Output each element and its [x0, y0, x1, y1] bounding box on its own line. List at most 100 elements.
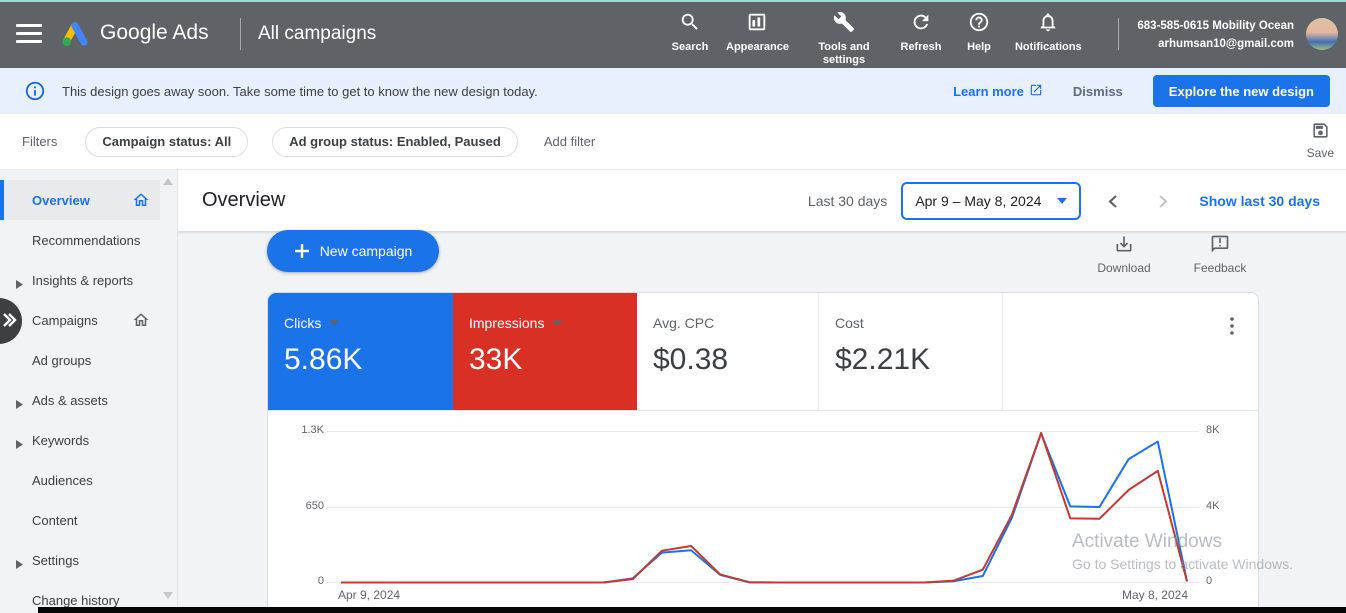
sidebar-scroll-down[interactable] [163, 592, 173, 599]
expand-nav-button[interactable] [0, 298, 22, 344]
download-button[interactable]: Download [1094, 234, 1154, 275]
feedback-icon [1210, 235, 1230, 258]
chevron-right-icon [16, 556, 23, 574]
y-axis-tick: 8K [1206, 424, 1220, 436]
download-icon [1114, 236, 1134, 258]
notifications-button[interactable]: Notifications [1015, 11, 1082, 54]
learn-more-link[interactable]: Learn more [953, 83, 1043, 100]
date-preset-label: Last 30 days [807, 193, 888, 209]
metrics-row: Clicks 5.86K Impressions 33K Avg. CPC $0… [268, 293, 1258, 411]
time-series-chart [341, 431, 1188, 584]
wrench-icon [833, 11, 855, 38]
external-link-icon [1029, 83, 1043, 100]
double-chevron-right-icon [3, 313, 17, 327]
sidebar-item-change-history[interactable]: Change history [32, 592, 120, 608]
search-icon [679, 11, 701, 38]
x-axis-tick: May 8, 2024 [1121, 588, 1188, 602]
sidebar-item-ads-assets[interactable]: Ads & assets [0, 380, 160, 420]
sidebar-item-keywords[interactable]: Keywords [0, 420, 160, 460]
info-icon [24, 80, 46, 102]
tools-settings-button[interactable]: Tools and settings [803, 11, 885, 67]
notice-banner: This design goes away soon. Take some ti… [0, 68, 1346, 114]
menu-icon[interactable] [16, 24, 42, 44]
left-nav: Overview Recommendations Insights & repo… [0, 170, 178, 613]
chevron-down-icon [1057, 198, 1068, 204]
screen-edge [0, 0, 1346, 2]
avatar[interactable] [1306, 18, 1338, 50]
more-options-icon[interactable] [1230, 317, 1234, 340]
screen-edge [38, 607, 1346, 613]
help-button[interactable]: Help [957, 11, 1001, 54]
banner-actions: Learn more Dismiss Explore the new desig… [953, 75, 1330, 107]
product-name: Google Ads [100, 21, 209, 44]
home-icon [132, 191, 150, 214]
sidebar-item-content[interactable]: Content [32, 512, 78, 528]
explore-new-design-button[interactable]: Explore the new design [1152, 75, 1330, 107]
refresh-button[interactable]: Refresh [899, 11, 943, 54]
sidebar-item-insights-reports[interactable]: Insights & reports [0, 260, 160, 300]
banner-message: This design goes away soon. Take some ti… [62, 83, 538, 99]
metric-impressions[interactable]: Impressions 33K [453, 293, 637, 410]
series-impressions [341, 431, 1188, 584]
account-email: arhumsan10@gmail.com [1158, 37, 1294, 50]
search-button[interactable]: Search [668, 11, 712, 54]
breadcrumb: All campaigns [258, 23, 377, 44]
dismiss-link[interactable]: Dismiss [1072, 83, 1123, 99]
ad-group-status-chip[interactable]: Ad group status: Enabled, Paused [272, 126, 518, 157]
home-icon [132, 311, 150, 334]
y-axis-tick: 650 [305, 500, 324, 512]
sidebar-item-campaigns[interactable]: Campaigns [0, 300, 160, 340]
y-axis-tick: 0 [1206, 575, 1213, 587]
sidebar-scroll-up[interactable] [163, 178, 173, 185]
refresh-icon [910, 11, 932, 38]
metric-avg-cpc: Avg. CPC $0.38 [637, 293, 819, 410]
sidebar-item-ad-groups[interactable]: Ad groups [32, 352, 92, 368]
y-axis-tick: 4K [1206, 500, 1220, 512]
sidebar-item-audiences[interactable]: Audiences [32, 472, 93, 488]
x-axis-tick: Apr 9, 2024 [338, 588, 401, 602]
show-last-30-days-link[interactable]: Show last 30 days [1199, 193, 1320, 209]
save-button[interactable]: Save [1307, 121, 1334, 160]
plus-icon [294, 244, 309, 258]
bell-icon [1037, 11, 1059, 38]
campaign-status-chip[interactable]: Campaign status: All [85, 126, 249, 157]
account-id: 683-585-0615 Mobility Ocean [1137, 20, 1294, 32]
sidebar-item-settings[interactable]: Settings [0, 540, 160, 580]
top-app-bar: Google Ads All campaigns Search Appearan… [0, 0, 1346, 68]
metric-clicks[interactable]: Clicks 5.86K [268, 293, 453, 410]
add-filter-button[interactable]: Add filter [543, 134, 596, 149]
selected-indicator [0, 180, 4, 220]
previous-period-button[interactable] [1107, 194, 1120, 208]
filters-label: Filters [22, 134, 58, 149]
chevron-right-icon [16, 396, 23, 414]
chevron-down-icon [552, 320, 563, 326]
account-info[interactable]: 683-585-0615 Mobility Ocean arhumsan10@g… [1137, 18, 1294, 54]
series-clicks [341, 432, 1188, 584]
help-icon [968, 11, 990, 38]
sidebar-item-recommendations[interactable]: Recommendations [32, 232, 141, 248]
date-controls: Last 30 days Apr 9 – May 8, 2024 Show la… [808, 170, 1320, 232]
filters-bar: Filters Campaign status: All Ad group st… [0, 114, 1346, 170]
y-axis-tick: 0 [317, 575, 324, 587]
sidebar-item-overview[interactable]: Overview [0, 180, 160, 220]
page-header: Overview Last 30 days Apr 9 – May 8, 202… [178, 170, 1346, 232]
topbar-divider [1118, 18, 1119, 50]
chevron-down-icon [329, 320, 340, 326]
save-icon [1311, 123, 1330, 144]
appearance-button[interactable]: Appearance [726, 11, 789, 54]
overview-chart-card: Clicks 5.86K Impressions 33K Avg. CPC $0… [267, 292, 1259, 613]
feedback-button[interactable]: Feedback [1190, 234, 1250, 275]
new-campaign-button[interactable]: New campaign [267, 230, 439, 272]
topbar-divider [240, 18, 241, 50]
metric-cost: Cost $2.21K [819, 293, 1003, 410]
appearance-icon [746, 11, 768, 38]
page-title: Overview [202, 189, 286, 211]
chevron-right-icon [16, 436, 23, 454]
google-ads-logo-icon [58, 17, 92, 56]
chevron-right-icon [16, 276, 23, 294]
next-period-button[interactable] [1156, 194, 1169, 208]
y-axis-tick: 1.3K [301, 424, 324, 436]
date-range-picker[interactable]: Apr 9 – May 8, 2024 [901, 182, 1082, 220]
topbar-nav: Search Appearance Tools and settings Ref… [668, 11, 1082, 67]
